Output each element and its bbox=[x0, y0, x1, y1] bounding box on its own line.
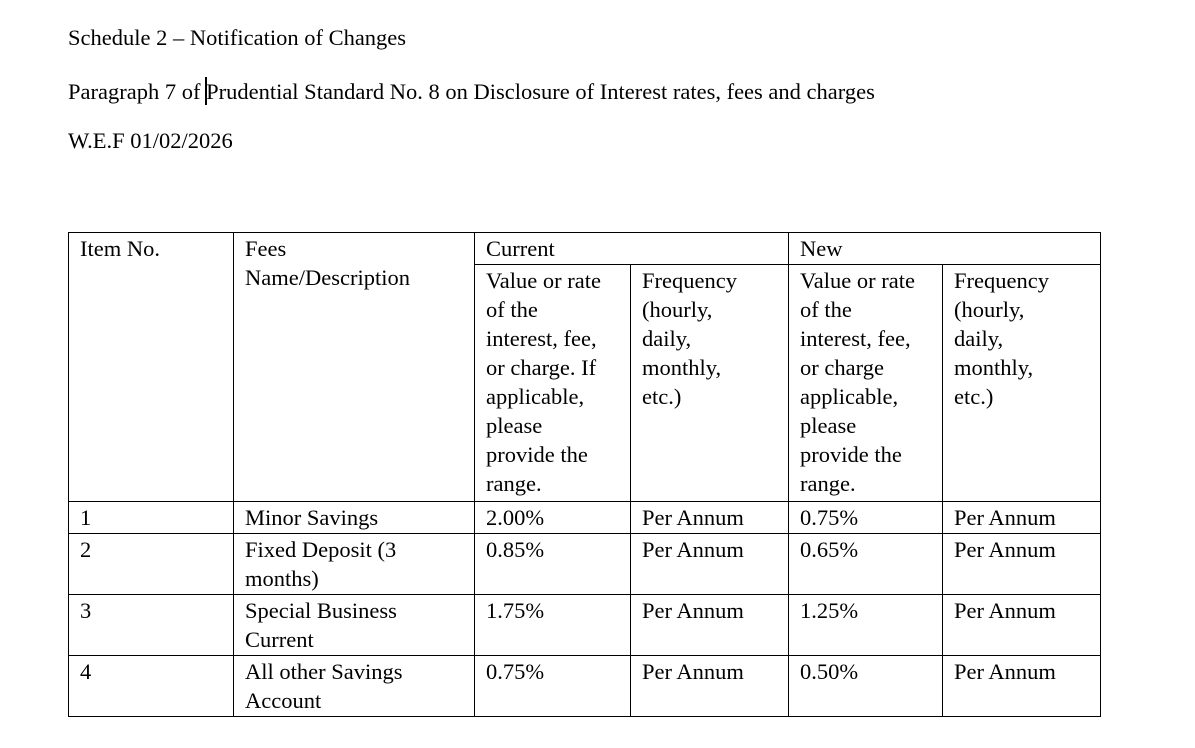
table-row: 3 Special Business Current 1.75% Per Ann… bbox=[68, 594, 1102, 656]
cell-current-frequency[interactable]: Per Annum bbox=[629, 655, 790, 717]
cell-new-frequency[interactable]: Per Annum bbox=[942, 655, 1102, 717]
paragraph-reference-line[interactable]: Paragraph 7 of Prudential Standard No. 8… bbox=[68, 77, 875, 105]
cell-new-value[interactable]: 0.65% bbox=[788, 533, 944, 595]
cell-fees-name[interactable]: Special Business Current bbox=[233, 594, 475, 656]
cell-new-frequency[interactable]: Per Annum bbox=[942, 533, 1102, 595]
cell-new-value[interactable]: 0.75% bbox=[788, 501, 944, 534]
cell-item-no[interactable]: 2 bbox=[68, 533, 234, 595]
cell-current-value[interactable]: 0.75% bbox=[474, 655, 631, 717]
cell-current-frequency[interactable]: Per Annum bbox=[629, 533, 790, 595]
cell-current-frequency[interactable]: Per Annum bbox=[629, 594, 790, 656]
header-new-frequency[interactable]: Frequency (hourly, daily, monthly, etc.) bbox=[942, 264, 1102, 502]
header-fees-name[interactable]: Fees Name/Description bbox=[233, 232, 475, 502]
cell-new-value[interactable]: 1.25% bbox=[788, 594, 944, 656]
table-row: 4 All other Savings Account 0.75% Per An… bbox=[68, 655, 1102, 717]
table-row: 2 Fixed Deposit (3 months) 0.85% Per Ann… bbox=[68, 533, 1102, 595]
cell-current-value[interactable]: 1.75% bbox=[474, 594, 631, 656]
header-current-group[interactable]: Current bbox=[473, 232, 790, 265]
cell-current-value[interactable]: 2.00% bbox=[474, 501, 631, 534]
header-new-group[interactable]: New bbox=[788, 232, 1102, 265]
table-row: 1 Minor Savings 2.00% Per Annum 0.75% Pe… bbox=[68, 501, 1102, 534]
cell-item-no[interactable]: 1 bbox=[68, 501, 234, 534]
table-header-sub-row: Value or rate of the interest, fee, or c… bbox=[69, 264, 1102, 502]
cell-new-frequency[interactable]: Per Annum bbox=[942, 501, 1102, 534]
subtitle-text-before-cursor: Paragraph 7 of bbox=[68, 79, 207, 104]
cell-item-no[interactable]: 3 bbox=[68, 594, 234, 656]
cell-fees-name[interactable]: Minor Savings bbox=[233, 501, 475, 534]
cell-current-frequency[interactable]: Per Annum bbox=[629, 501, 790, 534]
cell-current-value[interactable]: 0.85% bbox=[474, 533, 631, 595]
header-current-frequency[interactable]: Frequency (hourly, daily, monthly, etc.) bbox=[629, 264, 790, 502]
cell-new-frequency[interactable]: Per Annum bbox=[942, 594, 1102, 656]
fees-table: Item No. Fees Name/Description Current N… bbox=[68, 232, 1102, 717]
cell-new-value[interactable]: 0.50% bbox=[788, 655, 944, 717]
header-item-no[interactable]: Item No. bbox=[68, 232, 234, 502]
text-cursor bbox=[205, 77, 207, 105]
header-new-value[interactable]: Value or rate of the interest, fee, or c… bbox=[788, 264, 944, 502]
schedule-title-line[interactable]: Schedule 2 – Notification of Changes bbox=[68, 25, 407, 50]
effective-date-line[interactable]: W.E.F 01/02/2026 bbox=[68, 128, 233, 153]
table-header-group-row: Item No. Fees Name/Description Current N… bbox=[68, 232, 1102, 502]
cell-fees-name[interactable]: All other Savings Account bbox=[233, 655, 475, 717]
header-current-value[interactable]: Value or rate of the interest, fee, or c… bbox=[474, 264, 631, 502]
subtitle-text-after-cursor: Prudential Standard No. 8 on Disclosure … bbox=[206, 79, 875, 104]
cell-item-no[interactable]: 4 bbox=[68, 655, 234, 717]
cell-fees-name[interactable]: Fixed Deposit (3 months) bbox=[233, 533, 475, 595]
